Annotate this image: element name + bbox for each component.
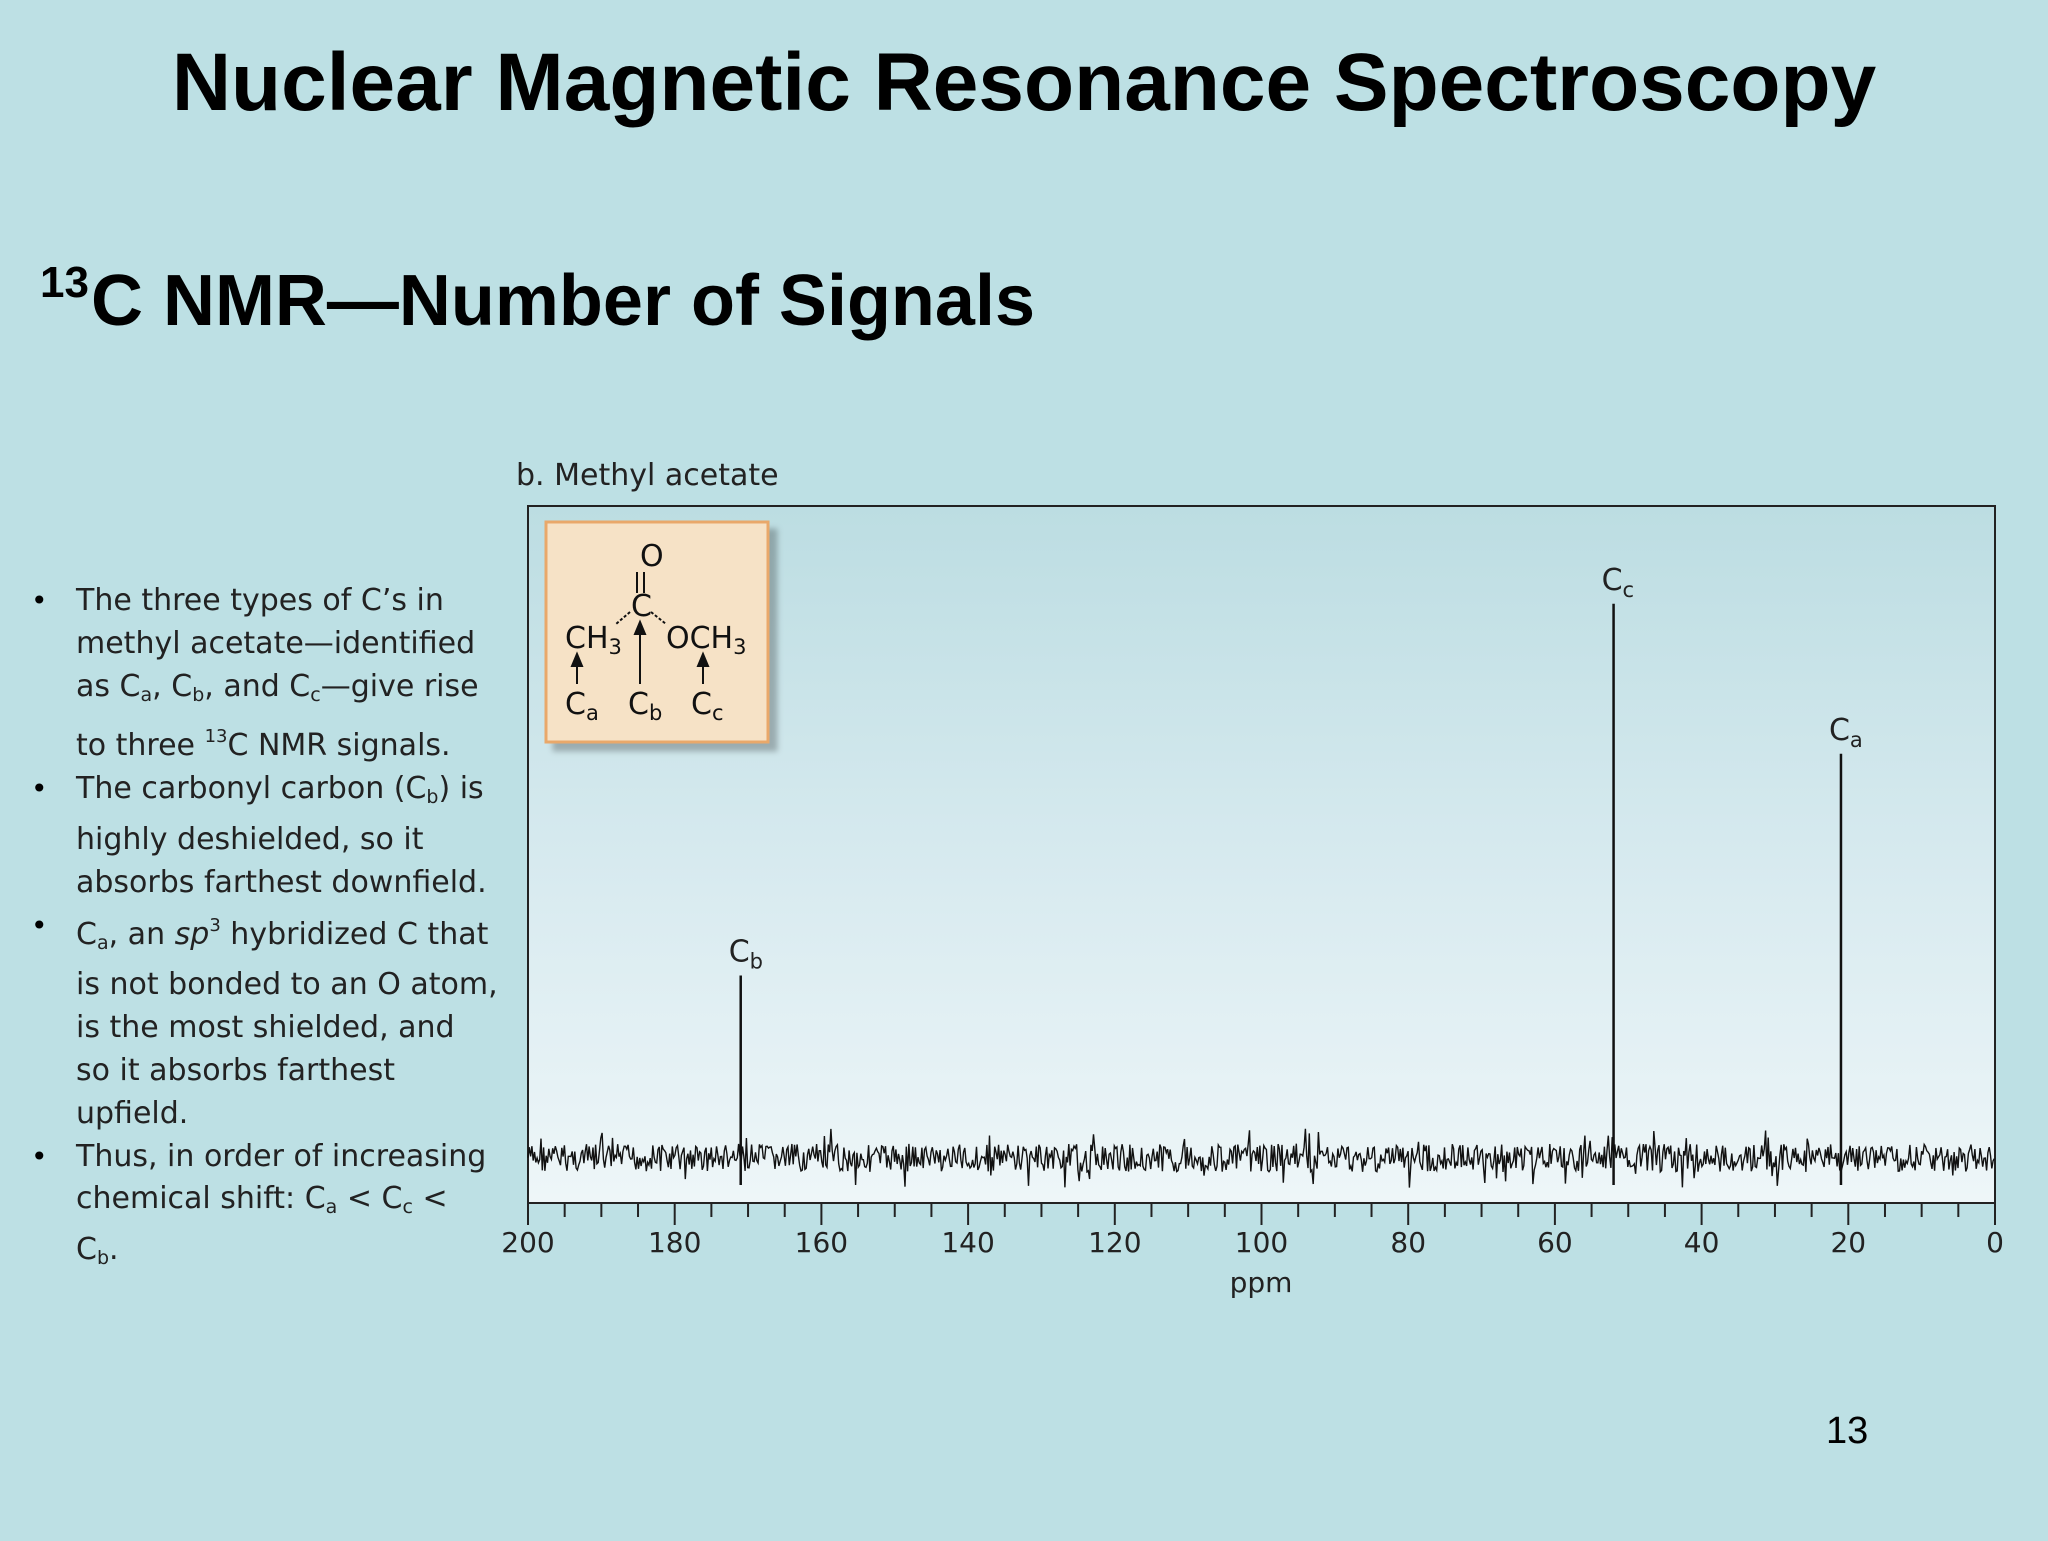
bullet-dot: •: [31, 1139, 48, 1173]
subtitle-superscript: 13: [40, 258, 89, 307]
peak-label-sub: a: [1850, 728, 1863, 752]
structure-och-subscript: 3: [733, 635, 746, 659]
chart-title: b. Methyl acetate: [516, 458, 779, 493]
bullet-text: .: [109, 1232, 119, 1268]
bullet-dot: •: [31, 584, 48, 617]
structure-arrows: [570, 619, 710, 684]
x-tick-label: 200: [501, 1226, 554, 1259]
bullet-dot: •: [31, 908, 48, 942]
bullet-text: , an: [108, 916, 175, 952]
bullet-text: < C: [337, 1181, 403, 1217]
x-tick-label: 0: [1986, 1226, 2004, 1259]
structure-bond-right: [650, 611, 667, 625]
bullet-superscript: 3: [209, 914, 221, 936]
x-tick-label: 140: [941, 1226, 994, 1259]
bullet-text: ) is highly deshielded, so it absorbs fa…: [76, 771, 487, 900]
structure-label-cc-sub: c: [712, 701, 724, 725]
bullet-item: • Ca, an sp3 hybridized C that is not bon…: [28, 905, 498, 1136]
bullet-item: • The three types of C’s in methyl acetat…: [28, 580, 498, 768]
structure-label-cc-main: C: [691, 687, 712, 722]
peak-label: Cc: [1602, 563, 1635, 602]
x-tick-label: 120: [1088, 1226, 1141, 1259]
arrow-ca-head: [570, 651, 584, 667]
plot-area: [527, 505, 1996, 1204]
bullet-text: hybridized C that is not bonded to an O …: [76, 916, 498, 1131]
structure-atom-o: O: [640, 539, 664, 574]
arrow-cc-head: [696, 651, 710, 667]
bullet-item: • Thus, in order of increasing chemical s…: [28, 1136, 498, 1280]
structure-inset: O C CH3 OCH3 Ca Cb Cc: [544, 520, 770, 744]
structure-label-ca-main: C: [565, 687, 586, 722]
structure-ch-subscript: 3: [609, 635, 622, 659]
x-axis-label: ppm: [1230, 1266, 1293, 1299]
bullet-italic: sp: [174, 916, 210, 952]
structure-och-text: OCH: [666, 621, 733, 656]
bullet-text: —give rise to three: [76, 668, 479, 764]
bullet-item: • The carbonyl carbon (Cb) is highly desh…: [28, 768, 498, 904]
bullet-subscript: b: [96, 1247, 110, 1270]
peak-label: Ca: [1829, 713, 1863, 752]
structure-group-och3: OCH3: [666, 621, 747, 659]
page-number: 13: [1826, 1410, 1869, 1452]
bullet-dot: •: [31, 772, 48, 806]
subtitle-text: C NMR—Number of Signals: [90, 261, 1036, 341]
bullet-text: Thus, in order of increasing chemical sh…: [76, 1138, 487, 1217]
bullet-subscript: a: [325, 1196, 338, 1219]
baseline-noise: [527, 1128, 1996, 1188]
peak-label: Cb: [729, 934, 763, 973]
bullet-text: C NMR signals.: [227, 728, 451, 764]
slide-subtitle: 13C NMR—Number of Signals: [40, 258, 1035, 342]
x-tick-label: 180: [648, 1226, 701, 1259]
bullet-subscript: a: [96, 931, 109, 954]
structure-label-cc: Cc: [691, 687, 724, 725]
peak-label-sub: b: [750, 949, 763, 973]
bullet-subscript: c: [310, 683, 321, 706]
bullet-text: , C: [152, 668, 193, 704]
x-tick-label: 160: [795, 1226, 848, 1259]
structure-label-cb-main: C: [628, 687, 649, 722]
bullet-text: < C: [76, 1181, 448, 1268]
structure-bond-left: [615, 611, 631, 625]
bullet-subscript: b: [192, 683, 205, 706]
bullet-text: The three types of C’s in methyl acetate…: [76, 583, 476, 704]
peak-label-sub: c: [1623, 578, 1635, 602]
structure-label-cb: Cb: [628, 687, 662, 725]
x-tick-label: 20: [1830, 1226, 1866, 1259]
peak-label-main: C: [729, 934, 750, 969]
structure-ch-text: CH: [565, 621, 609, 656]
bullet-text: , and C: [204, 668, 311, 704]
structure-label-cb-sub: b: [649, 701, 662, 725]
x-tick-label: 80: [1390, 1226, 1426, 1259]
bullet-subscript: a: [140, 683, 153, 706]
bullet-text: The carbonyl carbon (C: [76, 771, 427, 807]
peak-label-main: C: [1829, 713, 1850, 748]
bullet-subscript: b: [426, 786, 439, 809]
structure-label-ca-sub: a: [586, 701, 599, 725]
x-tick-label: 60: [1537, 1226, 1573, 1259]
bullet-text: C: [76, 916, 97, 952]
bullet-list: • The three types of C’s in methyl acetat…: [28, 580, 498, 1280]
structure-label-ca: Ca: [565, 687, 599, 725]
arrow-cb-head: [633, 619, 647, 635]
peak-label-main: C: [1602, 563, 1623, 598]
bullet-superscript: 13: [204, 726, 228, 748]
structure-atom-c: C: [631, 589, 652, 624]
x-tick-label: 40: [1684, 1226, 1720, 1259]
bullet-subscript: c: [402, 1196, 413, 1219]
slide-title: Nuclear Magnetic Resonance Spectroscopy: [171, 37, 1877, 128]
structure-group-ch3: CH3: [565, 621, 622, 659]
x-tick-label: 100: [1235, 1226, 1288, 1259]
structure-inset-box: [544, 520, 770, 744]
